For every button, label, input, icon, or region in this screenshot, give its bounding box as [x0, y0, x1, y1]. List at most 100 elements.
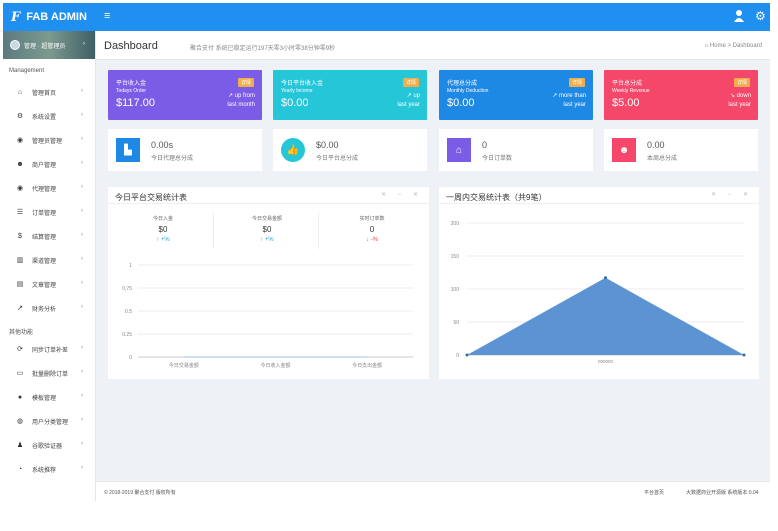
data-point[interactable] [465, 353, 469, 357]
panel-tools-icon[interactable]: ✕ − ✕ [711, 192, 753, 198]
sidebar-item-label: 管理首页 [32, 90, 57, 97]
y-tick-label: 100 [451, 287, 460, 293]
gear-icon[interactable]: ⚙ [755, 9, 766, 23]
stat-trend: ↗ up last year [397, 92, 420, 110]
today-line-chart: 1 0.75 0.5 0.25 0 今日交易金额 今日收入金额 今日支出金额 [122, 263, 413, 369]
panel-title: 今日平台交易统计表 [115, 193, 187, 202]
sidebar-item[interactable]: ♟ 谷歌验证器 › [3, 433, 95, 457]
y-tick-label: 50 [453, 320, 459, 326]
sidebar-item-label: 商户管理 [32, 162, 57, 169]
chevron-right-icon: › [81, 345, 83, 351]
sidebar-item[interactable]: $ 结算管理 › [3, 224, 95, 248]
book-icon: ▤ [16, 281, 24, 288]
data-point[interactable] [604, 276, 607, 280]
stat-card: 今日平台收入金 Yearly Income $0.00 详情 ↗ up last year [273, 70, 427, 120]
sidebar-item[interactable]: ☻ 商户管理 › [3, 152, 95, 176]
chevron-right-icon: › [81, 369, 83, 375]
panel-today-stats: 今日平台交易统计表 ✕ − ✕ 今日入金 $0 ↑ +% 今日交易金额 $0 ↑ +% 实时… [108, 187, 429, 379]
sidebar-item[interactable]: ◔ 系统推荐 › [3, 457, 95, 481]
top-navbar: F FAB ADMIN ≡ ⚙ [3, 3, 770, 31]
chevron-right-icon: › [81, 304, 83, 310]
footer-link-home[interactable]: 平台首页 [644, 490, 665, 496]
sidebar-item[interactable]: ▥ 渠道管理 › [3, 248, 95, 272]
chevron-right-icon: › [81, 136, 83, 142]
brand[interactable]: F FAB ADMIN [3, 3, 96, 31]
detail-badge[interactable]: 详情 [237, 78, 254, 87]
sidebar-item[interactable]: ⌂ 管理首页 › [3, 80, 95, 104]
sidebar-item[interactable]: ◍ 用户分类管理 › [3, 409, 95, 433]
money-icon: $ [18, 232, 22, 240]
kpi-trend: ↓ -% [366, 237, 378, 243]
detail-badge[interactable]: 详情 [402, 78, 419, 87]
y-tick-label: 0 [129, 355, 132, 361]
sidebar-item-label: 订单管理 [32, 210, 57, 217]
stat-subtitle: Yearly Income [281, 88, 313, 94]
sidebar-nav-main: ⌂ 管理首页 › ⚙ 系统设置 › ◉ 管理员管理 › ☻ 商户管理 › ◉ 代理管理 › ☰ 订单管理 › $ 结算… [3, 80, 95, 320]
sidebar-item[interactable]: ● 模板管理 › [3, 385, 95, 409]
users-icon: ☻ [612, 138, 636, 162]
chevron-right-icon: › [81, 184, 83, 190]
stat-title: 今日平台收入金 [281, 81, 324, 87]
kpi-value: $0 [262, 225, 272, 234]
chevron-right-icon: › [81, 112, 83, 118]
users-icon: ☻ [16, 160, 24, 168]
sidebar-item[interactable]: ◉ 管理员管理 › [3, 128, 95, 152]
kpi-divider [318, 213, 319, 249]
info-value: 0 [482, 140, 488, 150]
stat-trend-period: last month [227, 102, 255, 108]
info-box: ▙ 0.00s 今日代理总分成 [108, 129, 262, 171]
breadcrumb[interactable]: ⌂ Home > Dashboard [704, 43, 763, 49]
info-label: 今日平台总分成 [316, 156, 359, 162]
stat-trend: ↗ up from last month [227, 92, 255, 110]
sidebar-item[interactable]: ◉ 代理管理 › [3, 176, 95, 200]
chevron-right-icon: › [81, 256, 83, 262]
stat-value: $117.00 [116, 97, 155, 109]
stat-trend-period: last year [563, 102, 586, 108]
y-tick-label: 200 [451, 221, 460, 227]
info-label: 今日订单数 [482, 156, 513, 162]
kpi-label: 实时订单数 [359, 216, 385, 222]
sidebar-nav-other: ⟳ 同步订单补差 › ▭ 批量删除订单 › ● 模板管理 › ◍ 用户分类管理 › ♟ 谷歌验证器 › ◔ 系统… [3, 337, 95, 481]
info-box: ⌂ 0 今日订单数 [439, 129, 593, 171]
chevron-right-icon: › [81, 280, 83, 286]
layers-icon: ▭ [16, 370, 24, 377]
stat-trend-direction: ↗ more than [552, 93, 586, 99]
brand-logo-icon: F [11, 9, 21, 25]
x-tick-label: 今日交易金额 [169, 362, 199, 369]
footer: © 2018-2019 聚合支付 版权所有 平台首页 大数据商业开源版 系统版本… [96, 481, 770, 501]
sidebar-item[interactable]: ▤ 文章管理 › [3, 272, 95, 296]
stat-subtitle: Todays Order [116, 88, 147, 94]
sidebar-item[interactable]: ☰ 订单管理 › [3, 200, 95, 224]
detail-badge[interactable]: 详情 [733, 78, 750, 87]
menu-toggle-icon[interactable]: ≡ [104, 10, 111, 22]
sidebar-item[interactable]: ▭ 批量删除订单 › [3, 361, 95, 385]
bar-chart-icon: ▙ [116, 138, 140, 162]
stat-trend-period: last year [397, 102, 420, 108]
data-point[interactable] [742, 353, 746, 357]
kpi-trend: ↑ +% [156, 237, 170, 243]
app-window: F FAB ADMIN ≡ ⚙ 管理 · 超管理员 › Management ⌂… [3, 3, 770, 501]
sidebar-profile[interactable]: 管理 · 超管理员 › [3, 31, 95, 59]
stat-trend-direction: ↗ up [406, 93, 420, 99]
stat-value: $0.00 [447, 97, 475, 109]
sidebar-item[interactable]: ⚙ 系统设置 › [3, 104, 95, 128]
stat-title: 平台收入金 [116, 81, 147, 87]
page-title: Dashboard [104, 40, 158, 52]
kpi-item: 今日入金 $0 ↑ +% [111, 215, 215, 243]
detail-badge[interactable]: 详情 [568, 78, 585, 87]
line-chart-icon: ↗ [17, 305, 23, 312]
user-icon[interactable] [734, 9, 744, 23]
chevron-right-icon: › [81, 232, 83, 238]
panel-tools-icon[interactable]: ✕ − ✕ [381, 192, 423, 198]
sidebar-section-other: 其他功能 [9, 330, 34, 336]
sidebar-item-label: 系统设置 [32, 114, 57, 121]
stat-title: 代理总分成 [447, 81, 478, 87]
sidebar-item-label: 同步订单补差 [32, 347, 69, 354]
stat-subtitle: Weekly Revenue [612, 88, 650, 94]
stat-trend-direction: ↗ up from [227, 93, 255, 99]
info-box: 👍 $0.00 今日平台总分成 [273, 129, 427, 171]
chevron-right-icon: › [81, 393, 83, 399]
sidebar-item[interactable]: ⟳ 同步订单补差 › [3, 337, 95, 361]
sidebar-item[interactable]: ↗ 财务分析 › [3, 296, 95, 320]
avatar [10, 40, 20, 50]
